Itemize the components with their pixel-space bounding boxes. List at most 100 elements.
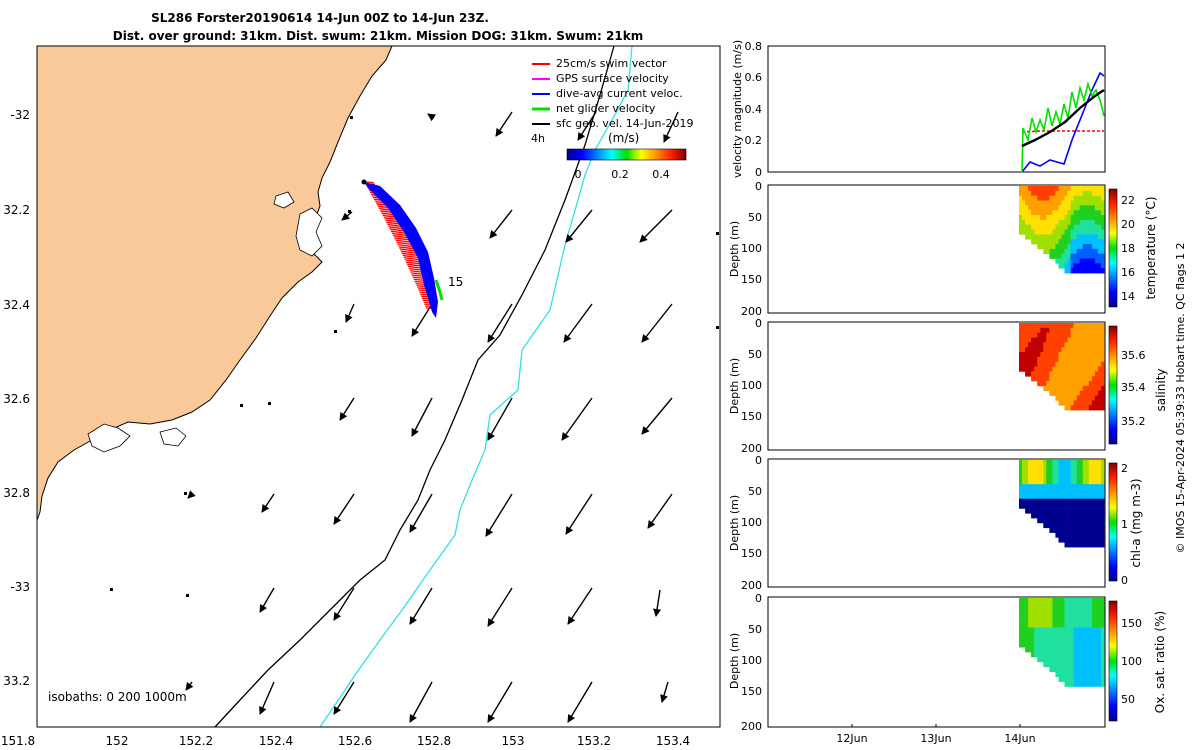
section-cell — [1046, 342, 1050, 348]
section-cell — [1019, 460, 1023, 466]
section-cell — [1019, 469, 1023, 475]
section-cell — [1061, 661, 1065, 668]
section-cell — [1031, 190, 1035, 196]
section-cell — [1082, 253, 1087, 259]
section-cell — [1061, 371, 1065, 377]
section-cell — [1052, 219, 1056, 225]
section-cell — [1079, 215, 1084, 221]
section-cell — [1079, 390, 1084, 396]
section-cell — [1049, 513, 1053, 519]
section-cell — [1046, 323, 1050, 329]
section-cell — [1061, 327, 1065, 333]
section-cell — [1049, 195, 1053, 201]
section-cell — [1067, 474, 1071, 480]
section-cell — [1073, 195, 1077, 201]
section-cell — [1094, 484, 1099, 490]
section-cell — [1079, 637, 1084, 643]
section-cell — [1037, 224, 1041, 230]
current-arrow-icon — [653, 589, 662, 617]
section-cell — [1046, 484, 1050, 490]
section-cell — [1073, 234, 1077, 240]
section-cell — [1049, 352, 1053, 358]
section-cell — [1094, 627, 1099, 633]
section-cell — [1097, 537, 1102, 543]
section-cell — [1073, 219, 1077, 225]
temperature-label: temperature (°C) — [1144, 197, 1158, 300]
section-cell — [1028, 347, 1032, 353]
section-cell — [1019, 474, 1023, 480]
section-cell — [1061, 642, 1065, 648]
current-arrow-icon — [259, 681, 275, 715]
section-cell — [1079, 622, 1084, 628]
section-cell — [1073, 518, 1077, 524]
section-cell — [1028, 327, 1032, 333]
section-cell — [1037, 469, 1041, 475]
section-cell — [1073, 229, 1077, 235]
isobaths-note: isobaths: 0 200 1000m — [48, 690, 187, 704]
section-cell — [1085, 224, 1090, 230]
legend-label: GPS surface velocity — [556, 72, 669, 85]
section-cell — [1067, 518, 1071, 524]
section-cell — [1094, 642, 1099, 648]
section-cell — [1052, 493, 1056, 499]
section-cell — [1049, 327, 1053, 333]
section-cell — [1070, 493, 1074, 499]
section-cell — [1079, 190, 1084, 196]
section-cell — [1052, 327, 1056, 333]
section-cell — [1058, 190, 1062, 196]
section-cell — [1101, 518, 1105, 524]
current-arrow-icon — [563, 303, 593, 343]
section-cell — [1082, 229, 1087, 235]
section-cell — [1061, 332, 1065, 338]
section-cell — [1025, 612, 1029, 618]
section-cell — [1101, 464, 1105, 470]
section-cell — [1079, 527, 1084, 533]
section-cell — [1097, 371, 1102, 377]
section-cell — [1037, 323, 1041, 329]
section-cell — [1043, 376, 1047, 382]
section-cell — [1097, 268, 1102, 274]
section-cell — [1049, 371, 1053, 377]
section-cell — [1040, 469, 1044, 475]
section-cell — [1085, 598, 1090, 604]
section-cell — [1101, 632, 1105, 638]
current-arrow-icon — [565, 209, 593, 243]
section-cell — [1064, 647, 1068, 653]
section-cell — [1031, 327, 1035, 333]
date-ticks: 12Jun 13Jun 14Jun — [836, 732, 1035, 745]
section-cell — [1025, 474, 1029, 480]
section-cell — [1025, 323, 1029, 329]
section-cell — [1088, 460, 1093, 466]
section-cell — [1028, 637, 1032, 643]
section-cell — [1049, 661, 1053, 668]
section-cell — [1064, 356, 1068, 362]
geostrophic-velocity-arrows — [185, 111, 679, 723]
section-cell — [1082, 508, 1087, 514]
section-cell — [1082, 332, 1087, 338]
section-cell — [1076, 268, 1081, 274]
section-cell — [1088, 323, 1093, 329]
section-cell — [1040, 366, 1044, 372]
series-swim-speed — [1021, 130, 1104, 133]
section-cell — [1061, 612, 1065, 618]
section-cell — [1052, 347, 1056, 353]
section-cell — [1073, 522, 1077, 529]
section-cell — [1046, 607, 1050, 614]
section-cell — [1058, 395, 1062, 401]
section-cell — [1082, 489, 1087, 495]
section-cell — [1031, 376, 1035, 382]
section-cell — [1067, 244, 1071, 250]
section-cell — [1055, 532, 1059, 538]
section-cell — [1019, 186, 1023, 192]
section-cell — [1067, 195, 1071, 201]
section-cell — [1094, 195, 1099, 201]
section-cell — [1070, 405, 1074, 411]
section-cell — [1037, 464, 1041, 470]
section-cell — [1091, 527, 1096, 533]
section-cell — [1061, 263, 1065, 269]
section-cell — [1052, 498, 1056, 504]
x-tick: 153 — [502, 734, 525, 748]
depth-ylabel: Depth (m) — [728, 495, 741, 551]
section-cell — [1052, 632, 1056, 638]
section-cell — [1064, 671, 1068, 677]
